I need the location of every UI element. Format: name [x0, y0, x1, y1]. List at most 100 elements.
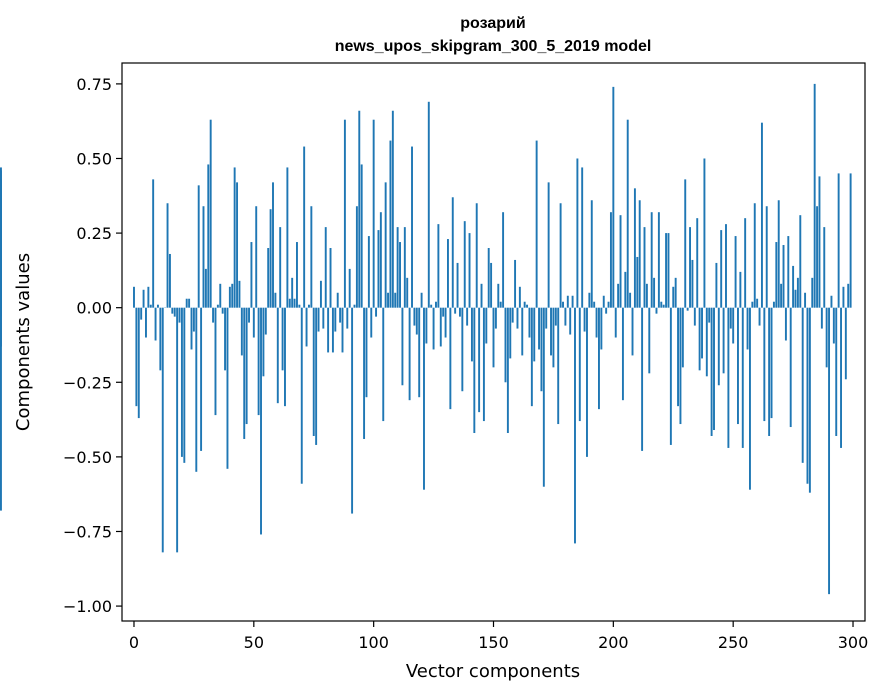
bar: [269, 209, 272, 308]
bar: [192, 307, 195, 332]
bar: [571, 295, 574, 308]
bar: [619, 215, 622, 308]
bar: [689, 227, 691, 308]
bar: [825, 307, 828, 368]
bar: [645, 283, 648, 308]
bar: [485, 307, 488, 344]
bar: [720, 230, 723, 308]
bar: [343, 119, 346, 308]
bar: [389, 140, 392, 308]
x-tick-label: 150: [478, 633, 509, 652]
bar: [267, 248, 270, 308]
bar: [415, 307, 418, 335]
bar: [765, 206, 768, 308]
x-tick-label: 100: [358, 633, 389, 652]
bar: [739, 271, 742, 308]
bar: [375, 307, 378, 317]
bar: [133, 286, 135, 308]
axis-ticks: 0 50 100 150 200 250 300 −1.00 −0.75 −0.50 −0.25 0.…: [63, 75, 868, 652]
bar: [842, 286, 845, 308]
bar: [367, 236, 370, 308]
x-tick-label: 50: [244, 633, 264, 652]
bar: [547, 182, 550, 308]
bar: [458, 307, 461, 317]
bar: [425, 307, 428, 344]
bar: [250, 242, 253, 308]
bar: [533, 307, 536, 362]
bar: [780, 283, 783, 308]
bar: [233, 167, 236, 308]
bar: [216, 304, 219, 308]
bar: [161, 307, 164, 553]
bar: [236, 182, 239, 308]
bar: [399, 242, 401, 308]
bar: [710, 307, 713, 436]
bar: [849, 173, 852, 308]
bar: [454, 307, 457, 314]
bar: [449, 307, 452, 410]
bar: [494, 307, 497, 329]
bar: [327, 307, 330, 353]
bar: [530, 307, 533, 407]
bar: [665, 233, 668, 308]
bar: [552, 307, 555, 368]
bar: [655, 307, 658, 314]
bar: [540, 307, 543, 392]
bar: [487, 248, 490, 308]
bar: [238, 280, 241, 308]
bar: [284, 307, 286, 407]
bar: [609, 212, 612, 308]
bar: [355, 206, 358, 308]
bar: [737, 307, 739, 425]
x-axis-label: Vector components: [406, 661, 580, 682]
y-axis-label: Components values: [13, 253, 34, 431]
chart-title: розарий: [460, 15, 525, 32]
bar: [492, 307, 495, 368]
bar: [248, 307, 250, 323]
bar: [437, 224, 440, 308]
bar: [518, 286, 521, 308]
bar: [221, 307, 224, 314]
bar: [372, 119, 375, 308]
bar: [403, 227, 406, 308]
bar: [633, 188, 636, 308]
bar: [255, 206, 258, 308]
bar: [394, 292, 397, 308]
bar: [156, 304, 159, 308]
bar: [770, 307, 773, 419]
bar: [681, 307, 684, 368]
bar: [703, 158, 706, 308]
bar: [482, 307, 485, 422]
bar: [147, 286, 150, 308]
bar: [514, 259, 517, 308]
bar: [715, 262, 718, 308]
bar: [605, 307, 608, 314]
bar: [559, 203, 562, 308]
bar: [828, 307, 831, 595]
bar: [813, 83, 816, 308]
bar: [461, 307, 464, 392]
bar: [840, 307, 842, 448]
bar: [550, 307, 552, 356]
bar: [322, 307, 325, 329]
bar: [497, 283, 500, 308]
bar: [732, 307, 735, 344]
bar: [384, 182, 387, 308]
bar: [420, 292, 423, 308]
bar: [490, 262, 493, 308]
bar: [607, 301, 610, 308]
bar: [562, 301, 564, 308]
bar: [523, 301, 526, 308]
bar: [176, 307, 179, 553]
bar: [799, 215, 802, 308]
bar: [432, 307, 435, 350]
bar: [626, 119, 629, 308]
bar: [279, 227, 282, 308]
bar: [674, 277, 677, 308]
bar: [358, 110, 361, 308]
bar: [480, 283, 483, 308]
bar: [600, 307, 603, 350]
bar: [832, 307, 835, 344]
bar: [576, 158, 579, 308]
